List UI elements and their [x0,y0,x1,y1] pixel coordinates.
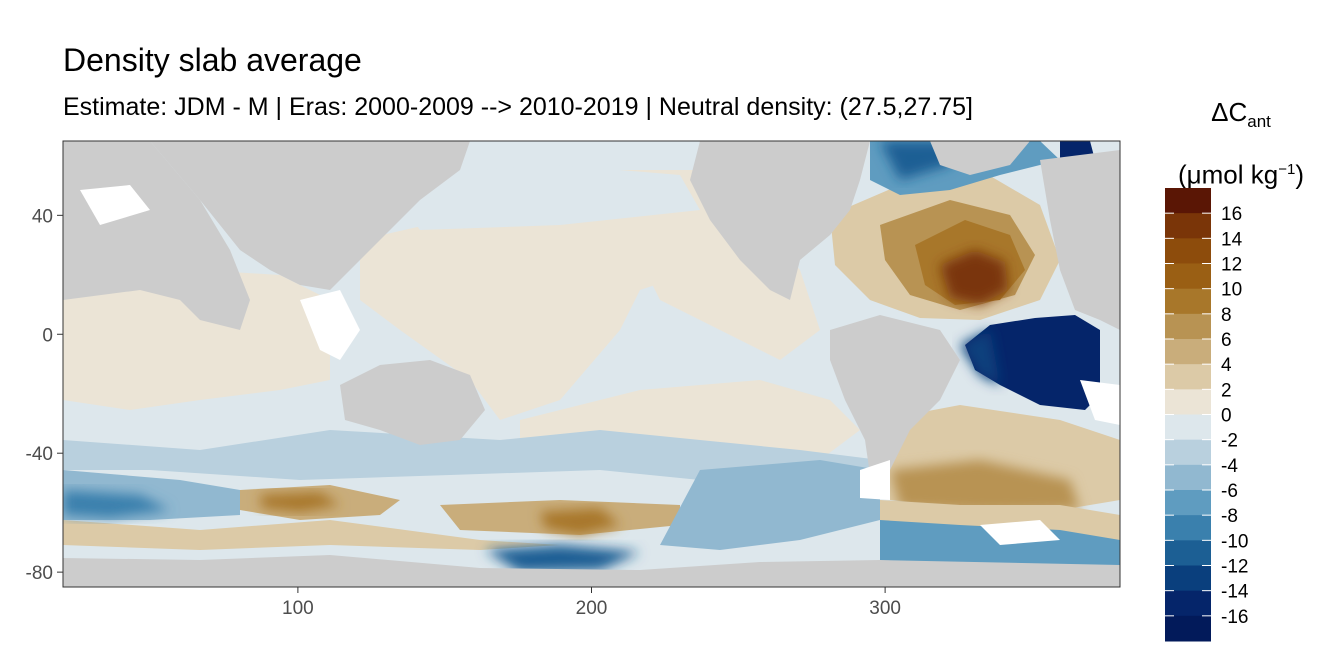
drake-gap [860,460,890,500]
legend-unit-sup: −1 [1278,161,1296,179]
legend-swatch-14 [1165,540,1211,566]
north-pacific-blue [380,165,700,230]
legend-label-9: -2 [1221,431,1238,452]
legend-colorbar: 16 14 12 10 8 6 4 2 0 -2 -4 -6 -8 -10 -12 -14 -16 [1165,188,1249,642]
x-tick-label-0: 100 [282,598,314,619]
legend-swatch-9 [1165,414,1211,441]
legend-label-0: 16 [1221,204,1242,225]
legend-label-15: -14 [1221,582,1249,603]
antarctic-coast-positive [63,520,560,550]
ross-sea-blue [485,545,640,572]
southern-ocean-band [63,430,880,480]
legend-swatch-10 [1165,439,1211,466]
legend-title: ΔCant (μmol kg−1) [1166,88,1316,199]
maritime-continent-gap [300,290,360,360]
southern-pacific-strong [540,508,620,535]
legend-swatch-3 [1165,263,1211,290]
australia-land [340,360,485,445]
legend-swatch-8 [1165,389,1211,415]
x-tick-label-1: 200 [576,598,608,619]
legend-label-6: 4 [1221,355,1232,376]
north-atlantic-14 [940,250,1008,305]
pacific-sector-blue [660,460,880,550]
legend-label-1: 14 [1221,229,1243,250]
legend-label-3: 10 [1221,280,1242,301]
map-subtitle: Estimate: JDM - M | Eras: 2000-2009 --> … [63,93,973,121]
tropical-atlantic-edge [960,330,1000,385]
legend-label-13: -10 [1221,531,1248,552]
legend-swatch-0 [1165,188,1211,214]
legend-swatch-1 [1165,213,1211,239]
east-pacific-positive [600,170,820,360]
arctic-gap [80,185,150,225]
legend-label-16: -16 [1221,607,1248,628]
legend-swatch-7 [1165,364,1211,390]
legend-swatch-15 [1165,565,1211,592]
europe-africa-east-land [1040,150,1120,330]
map-title: Density slab average [63,42,362,78]
map-panel [63,141,1120,587]
legend-swatch-12 [1165,490,1211,516]
legend-swatch-16 [1165,590,1211,617]
north-america-land [690,141,870,300]
y-tick-label-0: 40 [32,206,53,227]
negative-anomaly-layer [63,141,1120,587]
legend-label-11: -6 [1221,481,1238,502]
weddell-gap [980,520,1060,545]
legend-swatch-6 [1165,339,1211,365]
legend-label-7: 2 [1221,380,1232,401]
land-layer [63,141,1120,587]
south-atlantic-gap [1080,380,1120,425]
legend-unit-prefix: (μmol kg [1178,159,1279,190]
west-pacific-positive [360,205,720,420]
southern-indian-strong [260,492,340,512]
indian-sector-strong [63,490,170,518]
legend-symbol: ΔC [1211,97,1248,127]
y-tick-label-2: -40 [26,444,53,465]
legend-swatch-4 [1165,288,1211,315]
legend-swatch-17 [1165,615,1211,642]
no-data-layer [80,185,1120,545]
legend-label-14: -12 [1221,557,1248,578]
greenland-land [930,141,1030,175]
tropical-atlantic-blue [965,315,1100,410]
legend-label-8: 0 [1221,406,1232,427]
legend-label-12: -8 [1221,506,1238,527]
positive-anomaly-layer [63,170,1120,550]
antarctica-land [63,555,1120,587]
legend-swatch-13 [1165,515,1211,541]
legend-unit-suffix: ) [1295,159,1304,190]
legend-symbol-sub: ant [1247,112,1271,132]
y-tick-label-3: -80 [26,563,53,584]
indian-ocean-positive [63,270,330,410]
legend-unit: (μmol kg−1) [1166,146,1316,199]
legend-label-2: 12 [1221,255,1242,276]
legend-label-4: 8 [1221,305,1232,326]
legend-variable: ΔCant [1166,88,1316,146]
y-tick-label-1: 0 [42,325,53,346]
legend-swatch-5 [1165,313,1211,340]
asia-land [150,141,470,290]
legend-label-5: 6 [1221,330,1232,351]
legend-label-10: -4 [1221,456,1238,477]
x-tick-label-2: 300 [869,598,901,619]
south-america-land [830,315,960,475]
legend-swatch-2 [1165,238,1211,264]
legend-swatch-11 [1165,464,1211,491]
south-atlantic-strong [890,460,1080,512]
